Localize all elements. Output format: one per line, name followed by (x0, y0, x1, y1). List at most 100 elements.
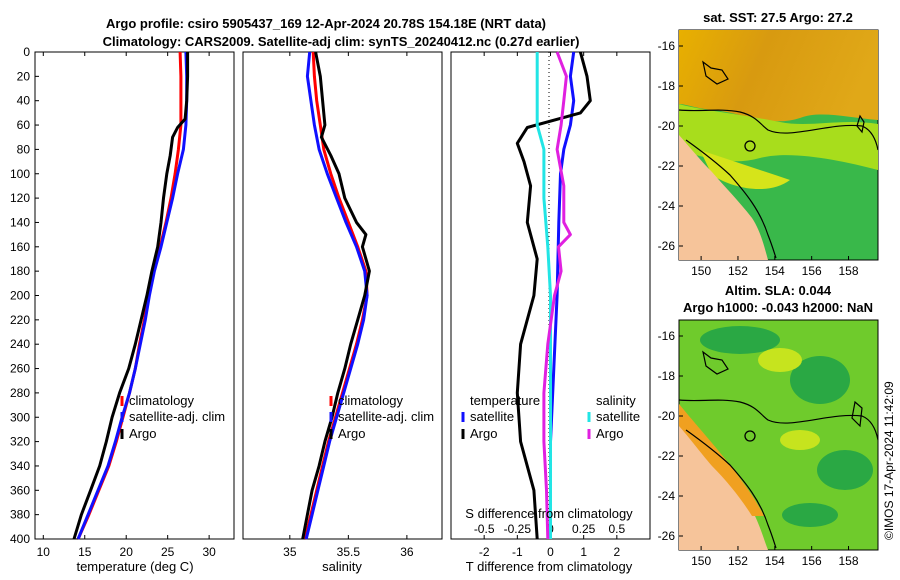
map-ytick-label: -24 (658, 489, 676, 503)
ytick-label: 220 (10, 313, 30, 327)
difference-top-xlabel: S difference from climatology (465, 506, 633, 521)
sst-shelf-contour (678, 109, 879, 151)
sst-island-2 (856, 114, 865, 134)
ytick-label: 40 (17, 94, 31, 108)
difference-legend: temperature salinity satellite Argo sate… (461, 393, 640, 441)
ytick-label: 380 (10, 508, 30, 522)
ytick-label: 60 (17, 118, 31, 132)
series-line-salinity-argo (542, 51, 572, 540)
series-line-satellite-adj-clim (76, 51, 189, 540)
map-ytick-label: -16 (658, 329, 676, 343)
map-ytick-label: -22 (658, 159, 676, 173)
sla-island-2 (851, 400, 863, 428)
ytick-label: 280 (10, 386, 30, 400)
map-ytick-label: -22 (658, 449, 676, 463)
sla-map-panel: Altim. SLA: 0.044 Argo h1000: -0.043 h20… (658, 283, 879, 568)
xtick-label: 30 (202, 545, 216, 559)
ytick-label: 240 (10, 337, 30, 351)
temperature-panel: 0 20 40 60 80 100 120 140 160 180 200 220 240 260 280 3… (10, 45, 235, 574)
sla-shelf-contour (678, 399, 879, 441)
ytick-label: 120 (10, 191, 30, 205)
map-ytick-label: -26 (658, 239, 676, 253)
series-line-salinity-satellite (535, 52, 552, 539)
xtick-label: 20 (120, 545, 134, 559)
footer-timestamp: ©IMOS 17-Apr-2024 11:42:09 (882, 381, 896, 540)
series-line-temperature-argo (515, 51, 592, 540)
argo-position-marker (744, 140, 756, 152)
sst-warm-region (679, 30, 878, 122)
salinity-xlabel: salinity (322, 559, 362, 574)
argo-position-marker (744, 430, 756, 442)
map-xtick-label: 150 (691, 264, 711, 278)
legend-label-satellite: satellite-adj. clim (338, 409, 434, 424)
sla-map-ticks: 150 152 154 156 158 -16 -18 -20 -22 -24 -26 (658, 329, 859, 568)
salinity-xticks: 35 35.5 36 (283, 52, 414, 559)
legend-label-sal-satellite: satellite (596, 409, 640, 424)
sla-coast-contour (685, 429, 777, 549)
temperature-xticks: 10 15 20 25 30 (37, 52, 216, 559)
sla-dark-patch-2 (790, 356, 850, 404)
map-ytick-label: -18 (658, 369, 676, 383)
ytick-label: 160 (10, 240, 30, 254)
legend-label-argo: Argo (129, 426, 156, 441)
legend-label-temp-argo: Argo (470, 426, 497, 441)
salinity-legend: climatology satellite-adj. clim Argo (329, 393, 434, 441)
temperature-yticks: 0 20 40 60 80 100 120 140 160 180 200 220 240 260 280 3… (10, 45, 39, 546)
map-xtick-label: 152 (728, 264, 748, 278)
xtick-label: 0 (547, 545, 554, 559)
sla-map-title-line1: Altim. SLA: 0.044 (725, 283, 832, 298)
legend-header-salinity: salinity (596, 393, 636, 408)
sst-coast-contour (685, 139, 777, 259)
temperature-xlabel: temperature (deg C) (76, 559, 193, 574)
legend-label-satellite: satellite-adj. clim (129, 409, 225, 424)
sla-orange-band (679, 404, 764, 516)
sla-dark-patch-3 (817, 450, 873, 490)
ytick-label: 320 (10, 435, 30, 449)
top-xtick-label: 0.25 (572, 522, 596, 536)
map-xtick-label: 158 (839, 264, 859, 278)
title-line2: Climatology: CARS2009. Satellite-adj cli… (103, 34, 580, 49)
map-xtick-label: 154 (765, 264, 785, 278)
xtick-label: 36 (400, 545, 414, 559)
sst-green-band (679, 104, 878, 170)
map-ytick-label: -20 (658, 119, 676, 133)
xtick-label: 15 (78, 545, 92, 559)
sst-land (679, 135, 768, 260)
ytick-label: 200 (10, 289, 30, 303)
map-xtick-label: 150 (691, 554, 711, 568)
map-xtick-label: 152 (728, 554, 748, 568)
ytick-label: 180 (10, 264, 30, 278)
xtick-label: 1 (580, 545, 587, 559)
map-xtick-label: 156 (802, 554, 822, 568)
title-line1: Argo profile: csiro 5905437_169 12-Apr-2… (106, 16, 546, 31)
ytick-label: 140 (10, 215, 30, 229)
top-xtick-label: -0.25 (504, 522, 532, 536)
xtick-label: 35.5 (337, 545, 361, 559)
sla-yellow-patch-1 (758, 348, 802, 372)
temperature-lines (72, 51, 190, 540)
series-line-argo (72, 52, 190, 540)
ytick-label: 20 (17, 69, 31, 83)
sla-island-1 (702, 350, 729, 375)
map-ytick-label: -20 (658, 409, 676, 423)
salinity-lines (301, 51, 371, 540)
sst-yellow-patch (700, 150, 790, 190)
map-ytick-label: -16 (658, 39, 676, 53)
xtick-label: -1 (512, 545, 523, 559)
xtick-label: 35 (283, 545, 297, 559)
ytick-label: 0 (23, 45, 30, 59)
ytick-label: 400 (10, 532, 30, 546)
map-ytick-label: -26 (658, 529, 676, 543)
ytick-label: 360 (10, 483, 30, 497)
salinity-axes (242, 51, 443, 540)
ytick-label: 340 (10, 459, 30, 473)
sla-dark-patch-4 (782, 503, 838, 527)
sla-map-title-line2: Argo h1000: -0.043 h2000: NaN (683, 300, 873, 315)
legend-label-temp-satellite: satellite (470, 409, 514, 424)
ytick-label: 80 (17, 142, 31, 156)
temperature-axes (34, 51, 235, 540)
map-ytick-label: -18 (658, 79, 676, 93)
sst-map-panel: sat. SST: 27.5 Argo: 27.2 150 152 154 156 15… (658, 10, 879, 278)
map-xtick-label: 158 (839, 554, 859, 568)
